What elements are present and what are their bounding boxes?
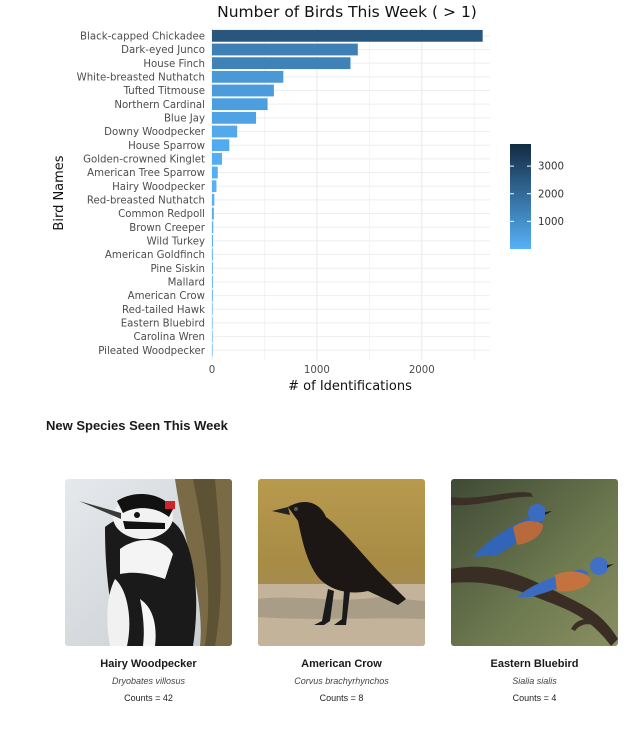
category-label: White-breasted Nuthatch bbox=[77, 72, 205, 83]
hairy-woodpecker-photo bbox=[65, 479, 232, 646]
bird-bar-chart: Black-capped Chickadee Dark-eyed Junco Hou… bbox=[52, 3, 564, 394]
category-label: Dark-eyed Junco bbox=[121, 45, 205, 56]
bar bbox=[212, 152, 222, 165]
category-label: House Sparrow bbox=[128, 141, 205, 152]
x-tick-labels: 0 1000 2000 bbox=[209, 365, 435, 376]
colorbar-tick-label: 3000 bbox=[538, 162, 564, 173]
bar bbox=[212, 166, 218, 179]
category-label: Wild Turkey bbox=[147, 236, 205, 247]
category-label: Downy Woodpecker bbox=[104, 127, 206, 138]
category-label: Northern Cardinal bbox=[114, 100, 205, 111]
category-label: Mallard bbox=[168, 277, 205, 288]
color-legend: 1000 2000 3000 bbox=[510, 144, 564, 249]
bar bbox=[212, 317, 213, 329]
species-scientific-name: Dryobates villosus bbox=[111, 676, 186, 686]
category-labels: Black-capped Chickadee Dark-eyed Junco Hou… bbox=[77, 31, 206, 356]
bar bbox=[212, 70, 284, 83]
bar bbox=[212, 139, 230, 152]
bar bbox=[212, 344, 213, 357]
species-scientific-name: Sialia sialis bbox=[512, 676, 557, 686]
category-label: Blue Jay bbox=[164, 113, 205, 124]
species-card-eastern-bluebird: Eastern Bluebird Sialia sialis Counts = … bbox=[451, 479, 618, 703]
new-species-title: New Species Seen This Week bbox=[46, 418, 228, 433]
species-count: Counts = 42 bbox=[124, 693, 173, 703]
bar bbox=[212, 262, 213, 275]
colorbar-tick-label: 1000 bbox=[538, 217, 564, 228]
bar bbox=[212, 303, 213, 316]
category-label: House Finch bbox=[143, 59, 205, 70]
y-axis-label: Bird Names bbox=[52, 155, 67, 230]
category-label: Red-tailed Hawk bbox=[122, 305, 205, 316]
category-label: Red-breasted Nuthatch bbox=[87, 195, 205, 206]
bar bbox=[212, 98, 268, 111]
bar bbox=[212, 43, 358, 56]
colorbar bbox=[510, 144, 531, 249]
x-tick-label: 0 bbox=[209, 365, 215, 376]
species-name: Eastern Bluebird bbox=[490, 658, 579, 670]
species-count: Counts = 8 bbox=[319, 693, 364, 703]
bar bbox=[212, 125, 238, 138]
bar bbox=[212, 29, 483, 42]
colorbar-tick-label: 2000 bbox=[538, 189, 564, 200]
x-axis-label: # of Identifications bbox=[288, 379, 412, 394]
bar bbox=[212, 111, 257, 124]
bar bbox=[212, 248, 213, 261]
bar bbox=[212, 57, 351, 70]
category-label: Black-capped Chickadee bbox=[80, 31, 205, 42]
bar bbox=[212, 193, 215, 206]
x-tick-label: 2000 bbox=[409, 365, 435, 376]
category-label: Pileated Woodpecker bbox=[98, 346, 206, 357]
bar bbox=[212, 330, 213, 343]
species-scientific-name: Corvus brachyrhynchos bbox=[294, 676, 389, 686]
chart-bars bbox=[212, 29, 483, 357]
species-name: American Crow bbox=[301, 658, 382, 670]
bar bbox=[212, 234, 214, 247]
x-tick-label: 1000 bbox=[304, 365, 330, 376]
category-label: Carolina Wren bbox=[134, 332, 205, 343]
species-card-hairy-woodpecker: Hairy Woodpecker Dryobates villosus Coun… bbox=[65, 479, 232, 703]
chart-title: Number of Birds This Week ( > 1) bbox=[217, 3, 477, 21]
eastern-bluebird-photo bbox=[451, 479, 618, 646]
category-label: American Crow bbox=[128, 291, 205, 302]
species-name: Hairy Woodpecker bbox=[100, 658, 197, 670]
category-label: Golden-crowned Kinglet bbox=[83, 154, 205, 165]
category-label: American Tree Sparrow bbox=[87, 168, 205, 179]
category-label: Common Redpoll bbox=[118, 209, 205, 220]
bar bbox=[212, 84, 274, 97]
category-label: American Goldfinch bbox=[105, 250, 205, 261]
species-card-american-crow: American Crow Corvus brachyrhynchos Coun… bbox=[258, 479, 425, 703]
category-label: Eastern Bluebird bbox=[121, 319, 205, 330]
species-count: Counts = 4 bbox=[512, 693, 557, 703]
bar bbox=[212, 221, 214, 234]
category-label: Hairy Woodpecker bbox=[112, 182, 206, 193]
category-label: Pine Siskin bbox=[150, 264, 205, 275]
bar bbox=[212, 207, 214, 220]
american-crow-photo bbox=[258, 479, 425, 646]
bar bbox=[212, 275, 213, 288]
bar bbox=[212, 180, 217, 193]
bar bbox=[212, 289, 213, 302]
category-label: Brown Creeper bbox=[129, 223, 206, 234]
category-label: Tufted Titmouse bbox=[123, 86, 205, 97]
